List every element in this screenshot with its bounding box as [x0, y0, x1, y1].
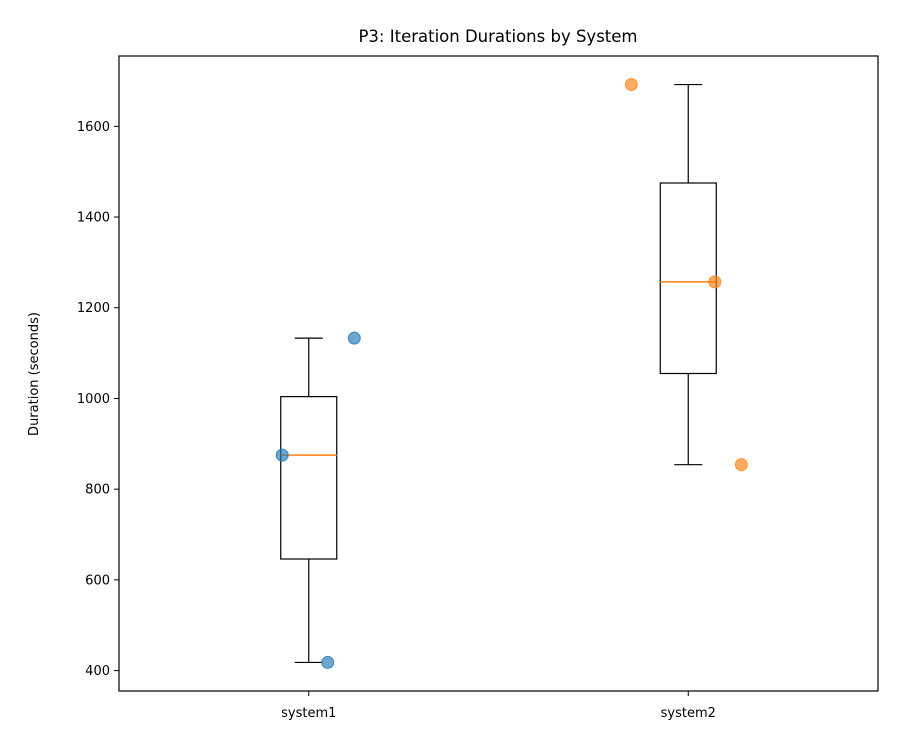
- data-point: [624, 78, 638, 92]
- plot-frame: [118, 55, 879, 692]
- data-point: [347, 331, 361, 345]
- chart-title: P3: Iteration Durations by System: [358, 27, 637, 46]
- box-system2: [659, 182, 717, 375]
- y-tick-label: 400: [85, 664, 110, 679]
- data-point: [275, 448, 289, 462]
- y-tick-label: 1600: [77, 120, 110, 135]
- plot-area: 400 600 800 1000 1200 1400 1600 system1 system2: [77, 78, 748, 721]
- y-axis-label: Duration (seconds): [27, 312, 42, 436]
- y-tick-label: 600: [85, 573, 110, 588]
- y-tick-label: 800: [85, 483, 110, 498]
- box-system1: [280, 396, 338, 560]
- y-tick-label: 1400: [77, 211, 110, 226]
- y-tick-label: 1200: [77, 301, 110, 316]
- y-tick-label: 1000: [77, 392, 110, 407]
- x-tick-label: system1: [281, 706, 336, 721]
- x-tick-label: system2: [661, 706, 716, 721]
- data-point: [321, 655, 335, 669]
- data-point: [708, 275, 722, 289]
- data-point: [734, 458, 748, 472]
